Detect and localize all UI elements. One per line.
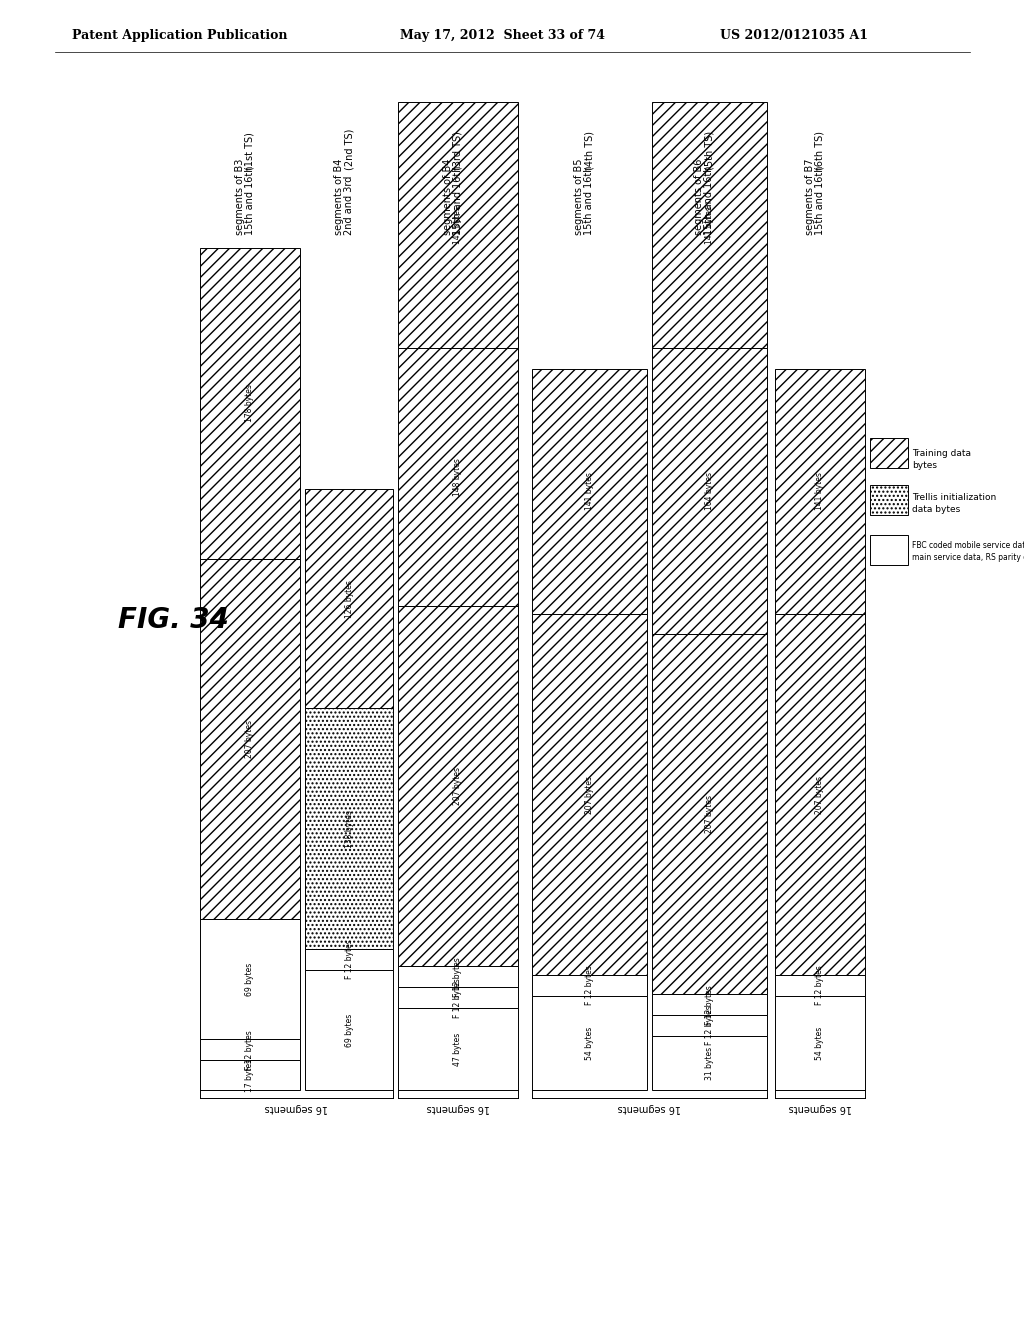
Text: 17 bytes: 17 bytes: [246, 1059, 255, 1092]
Text: 126 bytes: 126 bytes: [344, 579, 353, 618]
Text: 15th and 16th: 15th and 16th: [245, 165, 255, 235]
Bar: [305, 709, 393, 949]
Text: 16 segments: 16 segments: [788, 1104, 852, 1113]
Bar: [398, 606, 518, 966]
Text: 164 bytes: 164 bytes: [705, 471, 714, 510]
Text: 15th and 16th: 15th and 16th: [453, 165, 463, 235]
Text: segments of B4: segments of B4: [443, 158, 453, 235]
Text: US 2012/0121035 A1: US 2012/0121035 A1: [720, 29, 868, 41]
Text: 31 bytes: 31 bytes: [705, 1047, 714, 1080]
Text: 54 bytes: 54 bytes: [815, 1027, 824, 1060]
Text: F 12 bytes: F 12 bytes: [246, 1030, 255, 1069]
Bar: [652, 1015, 767, 1036]
Bar: [305, 970, 393, 1090]
Text: 207 bytes: 207 bytes: [585, 776, 594, 813]
Bar: [200, 1039, 300, 1060]
Bar: [200, 558, 300, 919]
Text: Training data: Training data: [912, 449, 971, 458]
Text: 207 bytes: 207 bytes: [246, 719, 255, 758]
Text: Trellis initialization: Trellis initialization: [912, 492, 996, 502]
Text: 178 bytes: 178 bytes: [246, 384, 255, 422]
Text: (2nd TS): (2nd TS): [344, 128, 354, 170]
Bar: [398, 987, 518, 1008]
Bar: [775, 368, 865, 614]
Text: 54 bytes: 54 bytes: [585, 1027, 594, 1060]
Text: (5th TS): (5th TS): [705, 131, 715, 170]
Text: FIG. 34: FIG. 34: [118, 606, 228, 634]
Bar: [532, 995, 647, 1090]
Text: F 12 bytes: F 12 bytes: [705, 1006, 714, 1045]
Text: F 12 bytes: F 12 bytes: [585, 966, 594, 1006]
Text: 207 bytes: 207 bytes: [454, 767, 463, 805]
Text: 148 bytes: 148 bytes: [454, 458, 463, 495]
Bar: [775, 975, 865, 995]
Bar: [398, 102, 518, 347]
Text: 207 bytes: 207 bytes: [705, 795, 714, 833]
Text: F 12 bytes: F 12 bytes: [454, 978, 463, 1018]
Text: 2nd and 3rd: 2nd and 3rd: [344, 176, 354, 235]
Bar: [870, 484, 908, 515]
Text: segments of B5: segments of B5: [574, 158, 585, 235]
Bar: [398, 966, 518, 987]
Text: segments of B3: segments of B3: [234, 158, 245, 235]
Text: 47 bytes: 47 bytes: [454, 1032, 463, 1065]
Text: segments of B6: segments of B6: [694, 158, 705, 235]
Text: 69 bytes: 69 bytes: [246, 962, 255, 997]
Bar: [200, 1060, 300, 1090]
Bar: [200, 919, 300, 1039]
Text: 16 segments: 16 segments: [426, 1104, 489, 1113]
Text: F 12 bytes: F 12 bytes: [454, 957, 463, 997]
Text: F 12 bytes: F 12 bytes: [815, 966, 824, 1006]
Text: 15th and 16th: 15th and 16th: [585, 165, 595, 235]
Bar: [652, 634, 767, 994]
Text: May 17, 2012  Sheet 33 of 74: May 17, 2012 Sheet 33 of 74: [400, 29, 605, 41]
Bar: [775, 614, 865, 975]
Text: 16 segments: 16 segments: [265, 1104, 328, 1113]
Bar: [200, 248, 300, 558]
Bar: [870, 535, 908, 565]
Bar: [652, 347, 767, 634]
Text: segments of B7: segments of B7: [805, 158, 815, 235]
Bar: [532, 368, 647, 614]
Text: 141 bytes: 141 bytes: [815, 473, 824, 511]
Bar: [305, 949, 393, 970]
Text: data bytes: data bytes: [912, 504, 961, 513]
Text: 207 bytes: 207 bytes: [815, 776, 824, 813]
Text: (6th TS): (6th TS): [815, 131, 825, 170]
Text: (3rd TS): (3rd TS): [453, 131, 463, 170]
Text: bytes: bytes: [912, 461, 937, 470]
Bar: [652, 1036, 767, 1090]
Bar: [775, 995, 865, 1090]
Bar: [532, 975, 647, 995]
Bar: [398, 347, 518, 606]
Text: 15th and 16th: 15th and 16th: [705, 165, 715, 235]
Text: 15th and 16th: 15th and 16th: [815, 165, 825, 235]
Text: 141 bytes: 141 bytes: [585, 473, 594, 511]
Text: F 12 bytes: F 12 bytes: [344, 940, 353, 979]
Text: 16 segments: 16 segments: [617, 1104, 681, 1113]
Text: 69 bytes: 69 bytes: [344, 1014, 353, 1047]
Bar: [532, 614, 647, 975]
Bar: [652, 102, 767, 347]
Text: F 12 bytes: F 12 bytes: [705, 985, 714, 1024]
Bar: [870, 438, 908, 469]
Text: 138 bytes: 138 bytes: [344, 809, 353, 847]
Bar: [398, 1008, 518, 1090]
Text: segments of B4: segments of B4: [334, 158, 344, 235]
Text: 141 bytes: 141 bytes: [705, 206, 714, 244]
Text: (1st TS): (1st TS): [245, 132, 255, 170]
Text: FBC coded mobile service data, FEC coded signaling data,: FBC coded mobile service data, FEC coded…: [912, 540, 1024, 549]
Text: Patent Application Publication: Patent Application Publication: [72, 29, 288, 41]
Bar: [652, 994, 767, 1015]
Text: (4th TS): (4th TS): [585, 131, 595, 170]
Text: main service data, RS parity data, or dummy data bytes: main service data, RS parity data, or du…: [912, 553, 1024, 562]
Bar: [305, 488, 393, 709]
Text: 141 bytes: 141 bytes: [454, 206, 463, 244]
